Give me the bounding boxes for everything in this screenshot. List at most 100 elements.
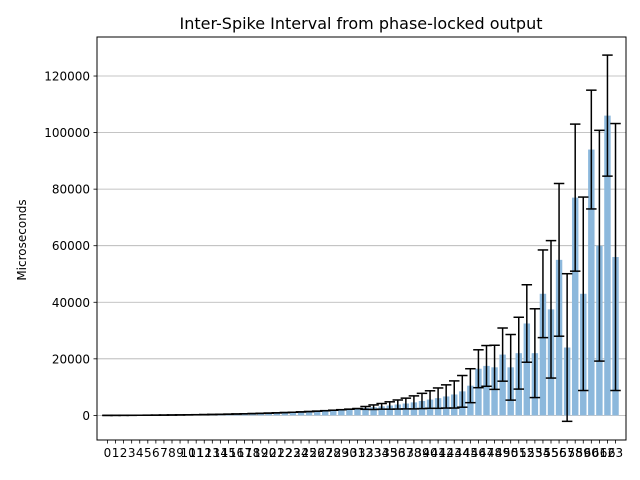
x-tick-label: 47 bbox=[479, 446, 494, 460]
x-tick-label: 53 bbox=[527, 446, 542, 460]
x-tick-label: 13 bbox=[205, 446, 220, 460]
x-tick-label: 33 bbox=[366, 446, 381, 460]
x-tick-label: 43 bbox=[447, 446, 462, 460]
x-tick-label: 50 bbox=[503, 446, 518, 460]
bar bbox=[321, 410, 329, 416]
y-tick-label: 100000 bbox=[44, 126, 90, 140]
y-tick-label: 120000 bbox=[44, 70, 90, 84]
x-tick-label: 9 bbox=[176, 446, 184, 460]
x-tick-label: 15 bbox=[221, 446, 236, 460]
x-tick-label: 44 bbox=[455, 446, 470, 460]
y-axis-label: Microseconds bbox=[15, 199, 29, 280]
x-tick-label: 39 bbox=[414, 446, 429, 460]
x-tick-label: 20 bbox=[261, 446, 276, 460]
x-tick-label: 63 bbox=[608, 446, 623, 460]
bar bbox=[370, 407, 377, 416]
bar bbox=[281, 412, 289, 416]
x-tick-label: 54 bbox=[535, 446, 550, 460]
bar bbox=[241, 413, 248, 416]
bar bbox=[257, 413, 264, 416]
x-tick-label: 57 bbox=[559, 446, 574, 460]
x-tick-label: 45 bbox=[463, 446, 478, 460]
bar bbox=[378, 406, 385, 416]
x-tick-label: 23 bbox=[285, 446, 300, 460]
bar bbox=[313, 411, 321, 416]
y-tick-label: 40000 bbox=[52, 296, 90, 310]
x-tick-label: 34 bbox=[374, 446, 389, 460]
x-tick-label: 37 bbox=[398, 446, 413, 460]
x-tick-label: 18 bbox=[245, 446, 260, 460]
bar bbox=[265, 413, 272, 416]
x-tick-label: 59 bbox=[576, 446, 591, 460]
x-tick-label: 16 bbox=[229, 446, 244, 460]
bar bbox=[491, 367, 498, 416]
x-tick-label: 40 bbox=[422, 446, 437, 460]
x-tick-label: 42 bbox=[439, 446, 454, 460]
x-tick-label: 4 bbox=[136, 446, 144, 460]
bar bbox=[305, 411, 313, 416]
x-tick-label: 41 bbox=[430, 446, 445, 460]
bar bbox=[330, 410, 337, 416]
x-tick-label: 26 bbox=[310, 446, 325, 460]
bar bbox=[475, 368, 482, 416]
x-tick-label: 3 bbox=[128, 446, 136, 460]
x-tick-label: 35 bbox=[382, 446, 397, 460]
x-tick-label: 2 bbox=[120, 446, 128, 460]
bar bbox=[249, 413, 256, 416]
x-tick-label: 17 bbox=[237, 446, 252, 460]
y-tick-label: 80000 bbox=[52, 183, 90, 197]
x-tick-label: 28 bbox=[326, 446, 341, 460]
y-axis-ticks: 0 20000 40000 60000 80000 100000 120000 bbox=[44, 70, 97, 423]
x-tick-label: 61 bbox=[592, 446, 607, 460]
bar bbox=[354, 408, 361, 416]
x-tick-label: 14 bbox=[213, 446, 228, 460]
y-tick-label: 60000 bbox=[52, 239, 90, 253]
x-tick-label: 38 bbox=[406, 446, 421, 460]
x-tick-label: 1 bbox=[112, 446, 120, 460]
x-tick-label: 22 bbox=[277, 446, 292, 460]
y-tick-label: 20000 bbox=[52, 352, 90, 366]
x-tick-label: 25 bbox=[301, 446, 316, 460]
y-tick-label: 0 bbox=[82, 409, 90, 423]
error-bars bbox=[102, 54, 621, 423]
bar bbox=[338, 409, 345, 416]
bar bbox=[273, 412, 281, 416]
x-tick-label: 5 bbox=[144, 446, 152, 460]
x-tick-label: 52 bbox=[519, 446, 534, 460]
bar bbox=[483, 365, 490, 416]
bar bbox=[386, 405, 393, 416]
chart-title: Inter-Spike Interval from phase-locked o… bbox=[179, 14, 542, 33]
bar bbox=[394, 404, 402, 416]
x-tick-label: 29 bbox=[334, 446, 349, 460]
plot-frame bbox=[96, 36, 627, 441]
x-tick-label: 8 bbox=[168, 446, 176, 460]
x-tick-label: 60 bbox=[584, 446, 599, 460]
x-tick-label: 10 bbox=[180, 446, 195, 460]
x-tick-label: 19 bbox=[253, 446, 268, 460]
x-tick-label: 46 bbox=[471, 446, 486, 460]
x-tick-label: 31 bbox=[350, 446, 365, 460]
x-tick-label: 11 bbox=[189, 446, 204, 460]
x-axis-ticks: 0 1 2 3 4 5 6 7 8 9101112131415161718192021222324… bbox=[104, 440, 623, 460]
x-tick-label: 12 bbox=[197, 446, 212, 460]
bar bbox=[555, 259, 563, 416]
bar bbox=[571, 197, 579, 416]
bar bbox=[588, 149, 595, 416]
x-tick-label: 6 bbox=[152, 446, 160, 460]
x-tick-label: 55 bbox=[543, 446, 558, 460]
bar bbox=[297, 411, 305, 416]
x-tick-label: 27 bbox=[318, 446, 333, 460]
x-tick-label: 0 bbox=[104, 446, 112, 460]
bar bbox=[346, 409, 353, 416]
x-tick-label: 62 bbox=[600, 446, 615, 460]
bar bbox=[523, 323, 531, 416]
x-tick-label: 58 bbox=[568, 446, 583, 460]
x-tick-label: 30 bbox=[342, 446, 357, 460]
x-tick-label: 49 bbox=[495, 446, 510, 460]
bar bbox=[499, 354, 506, 416]
bar bbox=[362, 407, 369, 416]
bar bbox=[604, 115, 611, 416]
x-tick-label: 21 bbox=[269, 446, 284, 460]
x-tick-label: 48 bbox=[487, 446, 502, 460]
